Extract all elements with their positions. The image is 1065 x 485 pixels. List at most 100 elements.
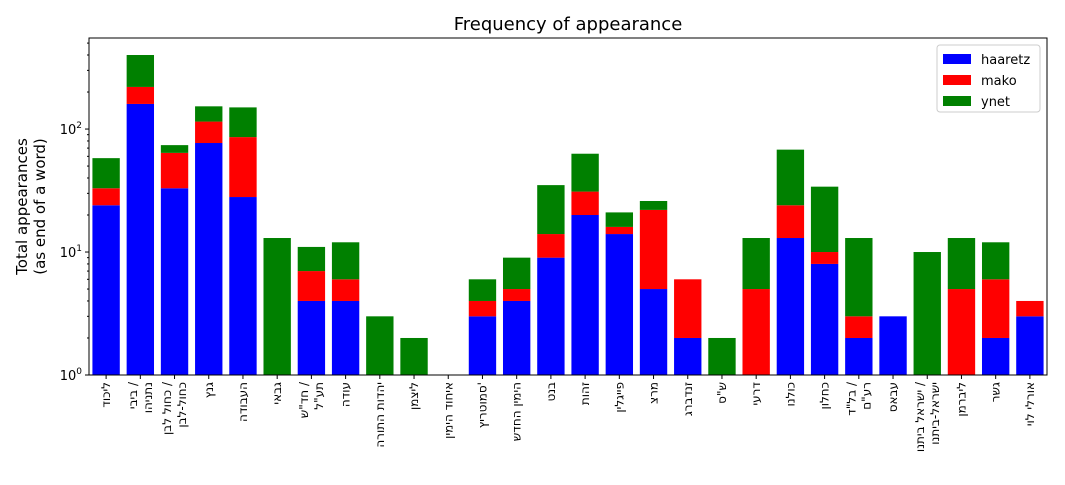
bar-haaretz-13	[537, 257, 565, 375]
x-tick-label-22: רע"ם	[859, 382, 873, 410]
bar-haaretz-27	[1016, 316, 1044, 375]
x-tick-label-1: ביבי /	[126, 381, 140, 409]
x-axis: ליכוד ביבי / נתניהו כחול לבן / כחול-לבן גנץ הע…	[99, 375, 1037, 452]
bar-mako-25	[947, 289, 976, 375]
bar-ynet-2	[160, 145, 189, 153]
bar-haaretz-23	[879, 316, 907, 375]
bar-ynet-5	[263, 238, 291, 375]
y-axis-label-line: Total appearances	[13, 138, 31, 276]
bar-mako-17	[674, 279, 702, 338]
bar-haaretz-14	[571, 215, 599, 375]
x-tick-label-0: ליכוד	[99, 382, 113, 408]
bar-mako-19	[742, 289, 770, 375]
bar-haaretz-17	[674, 337, 702, 375]
bars-layer	[92, 55, 1044, 375]
bar-ynet-22	[845, 238, 873, 317]
bar-mako-4	[229, 137, 257, 198]
bar-ynet-25	[947, 238, 976, 290]
bar-mako-21	[810, 252, 839, 264]
legend-swatch-ynet	[943, 96, 971, 106]
bar-haaretz-2	[160, 188, 189, 375]
x-tick-label-13: בנט	[544, 382, 558, 402]
x-tick-label-6: חד"ש /	[297, 381, 311, 418]
x-tick-label-6: תע"ל	[312, 382, 326, 410]
bar-haaretz-16	[639, 289, 668, 375]
x-tick-label-1: נתניהו	[141, 382, 155, 413]
y-axis-label-line: (as end of a word)	[31, 138, 49, 275]
bar-ynet-14	[571, 153, 599, 192]
legend-label-haaretz: haaretz	[981, 53, 1030, 68]
x-tick-label-14: זהות	[578, 382, 592, 405]
bar-haaretz-12	[502, 300, 531, 375]
bar-mako-13	[537, 234, 565, 258]
x-tick-label-3: גנץ	[202, 382, 216, 398]
bar-mako-14	[571, 191, 599, 216]
bar-haaretz-11	[468, 316, 497, 375]
bar-mako-20	[776, 205, 805, 239]
bar-haaretz-26	[981, 337, 1010, 375]
x-tick-label-21: כחלון	[818, 382, 832, 410]
bar-ynet-12	[502, 257, 531, 290]
bar-mako-22	[845, 316, 873, 338]
x-tick-label-16: מרצ	[647, 382, 661, 404]
x-tick-label-27: אורלי לוי	[1023, 382, 1037, 426]
plot-frame	[88, 37, 1048, 376]
bar-ynet-15	[605, 212, 634, 227]
chart-title: Frequency of appearance	[454, 14, 683, 35]
bar-haaretz-15	[605, 234, 634, 375]
y-tick-label-1: 101	[60, 244, 82, 261]
legend-label-ynet: ynet	[981, 95, 1010, 110]
bar-mako-2	[160, 152, 189, 189]
legend-swatch-haaretz	[943, 54, 971, 64]
x-tick-label-8: יהדות התורה	[373, 382, 387, 448]
bar-ynet-19	[742, 238, 770, 290]
bar-ynet-18	[708, 337, 736, 375]
bar-mako-6	[297, 271, 326, 301]
bar-haaretz-0	[92, 205, 120, 375]
x-tick-label-20: כולנו	[783, 382, 797, 407]
bar-ynet-0	[92, 158, 120, 189]
x-tick-label-2: כחול-לבן	[175, 382, 189, 428]
bar-haaretz-4	[229, 197, 257, 375]
bar-ynet-24	[913, 252, 941, 375]
x-tick-label-26: גשר	[989, 382, 1003, 402]
x-tick-label-18: ש"ס	[715, 382, 729, 404]
bar-ynet-9	[400, 337, 428, 375]
bar-ynet-3	[195, 106, 223, 122]
bar-mako-16	[639, 209, 668, 290]
bar-ynet-16	[639, 200, 668, 210]
x-tick-label-4: העבודה	[236, 382, 250, 422]
bar-mako-7	[331, 279, 360, 301]
bar-ynet-26	[981, 242, 1010, 280]
bar-haaretz-1	[126, 103, 155, 375]
x-tick-label-7: עודה	[339, 382, 353, 407]
bar-mako-27	[1016, 300, 1044, 317]
bar-ynet-6	[297, 246, 326, 272]
bar-mako-3	[195, 121, 223, 143]
bar-mako-26	[981, 279, 1010, 338]
x-tick-label-12: הימין החדש	[510, 382, 524, 441]
bar-haaretz-3	[195, 143, 223, 375]
bar-ynet-13	[537, 185, 565, 235]
bar-ynet-7	[331, 242, 360, 280]
legend: haaretz mako ynet	[936, 44, 1041, 113]
bar-ynet-20	[776, 149, 805, 206]
bar-mako-11	[468, 300, 497, 317]
x-tick-label-24: ישראל-ביתנו	[928, 382, 942, 445]
bar-ynet-4	[229, 107, 257, 138]
bar-haaretz-7	[331, 300, 360, 375]
x-tick-label-5: גבאי	[270, 382, 284, 405]
bar-mako-15	[605, 226, 634, 235]
bar-haaretz-22	[845, 337, 873, 375]
y-axis-label: Total appearances (as end of a word)	[13, 138, 49, 276]
x-tick-label-19: דרעי	[749, 382, 763, 406]
x-tick-label-23: עבאס	[886, 382, 900, 412]
x-tick-label-22: בל"ד /	[844, 381, 858, 416]
x-tick-label-25: ליברמן	[954, 382, 968, 417]
x-tick-label-11: סמוטריץ'	[475, 382, 489, 428]
y-tick-label-0: 100	[60, 367, 83, 384]
bar-mako-1	[126, 86, 155, 104]
y-tick-label-2: 102	[60, 121, 82, 138]
